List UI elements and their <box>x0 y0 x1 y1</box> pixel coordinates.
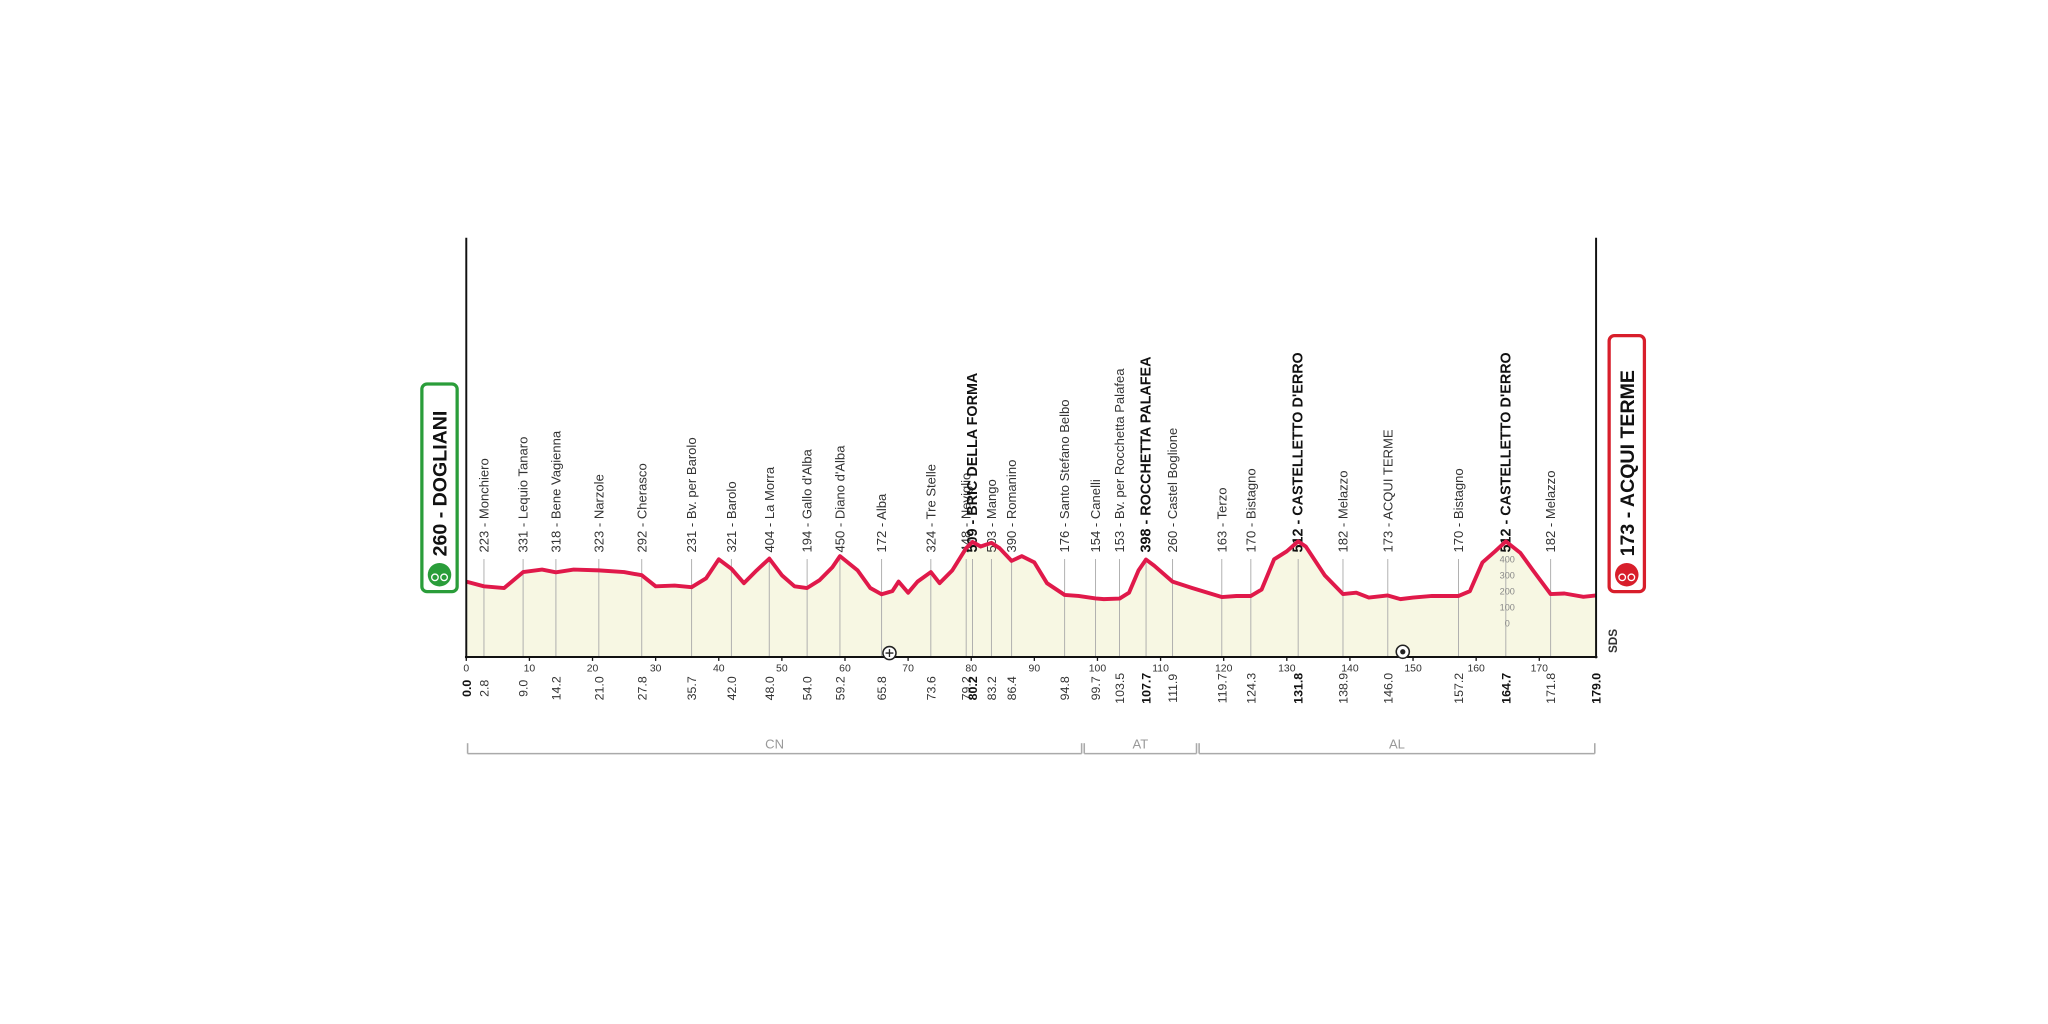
waypoint-km: 65.8 <box>875 676 889 700</box>
waypoint-km: 21.0 <box>592 676 606 700</box>
waypoint-km: 171.8 <box>1544 673 1558 704</box>
y-tick-label: 0 <box>1505 618 1510 628</box>
x-tick-label: 140 <box>1341 663 1359 674</box>
x-tick-label: 100 <box>1089 663 1107 674</box>
waypoint-km: 83.2 <box>985 676 999 700</box>
y-tick-label: 200 <box>1500 586 1515 596</box>
x-tick-label: 30 <box>650 663 662 674</box>
waypoint-km: 131.8 <box>1292 673 1306 704</box>
waypoint-label: 512 - CASTELLETTO D'ERRO <box>1291 352 1307 552</box>
x-tick-label: 110 <box>1152 663 1169 674</box>
waypoint-label: 398 - ROCCHETTA PALAFEA <box>1139 356 1155 552</box>
waypoint-label: 182 - Melazzo <box>1543 471 1558 553</box>
waypoint-km: 86.4 <box>1005 676 1019 700</box>
x-tick-label: 0 <box>463 663 469 674</box>
waypoint-label: 503 - Mango <box>984 479 999 552</box>
waypoint-label: 173 - ACQUI TERME <box>1380 429 1395 552</box>
waypoint-km: 94.8 <box>1058 676 1072 700</box>
waypoint-label: 223 - Monchiero <box>477 458 492 552</box>
waypoint-km: 99.7 <box>1089 676 1103 700</box>
finish-badge: 173 - ACQUI TERME <box>1607 334 1647 594</box>
waypoint-label: 176 - Santo Stefano Belbo <box>1057 399 1072 552</box>
waypoint-label: 194 - Gallo d'Alba <box>800 448 815 552</box>
waypoint-label: 182 - Melazzo <box>1336 471 1351 553</box>
x-tick-label: 60 <box>839 663 851 674</box>
x-tick-label: 70 <box>902 663 914 674</box>
waypoint-km: 79.2 <box>960 676 974 700</box>
endpoint-km: 179.0 <box>1590 673 1604 704</box>
waypoint-km: 35.7 <box>685 676 699 700</box>
region-label: AT <box>1133 736 1149 751</box>
profile-line <box>465 539 1597 602</box>
x-tick-label: 150 <box>1404 663 1422 674</box>
waypoint-label: 321 - Barolo <box>724 481 739 552</box>
sprint-icon <box>1395 644 1411 660</box>
waypoint-km: 111.9 <box>1166 674 1180 703</box>
endpoint-km: 0.0 <box>460 680 474 697</box>
waypoint-km: 42.0 <box>725 676 739 700</box>
profile-layer <box>466 541 1597 657</box>
waypoint-label: 231 - Bv. per Barolo <box>684 437 699 552</box>
waypoint-km: 157.2 <box>1452 673 1466 704</box>
waypoint-km: 138.9 <box>1337 673 1351 704</box>
waypoint-label: 404 - La Morra <box>762 466 777 552</box>
waypoint-label: 390 - Romanino <box>1004 460 1019 553</box>
waypoint-label: 170 - Bistagno <box>1243 468 1258 552</box>
waypoint-label: 154 - Canelli <box>1088 479 1103 552</box>
waypoint-label: 512 - CASTELLETTO D'ERRO <box>1498 352 1514 552</box>
x-tick-label: 160 <box>1467 663 1485 674</box>
waypoint-km: 119.7 <box>1215 673 1229 703</box>
waypoint-km: 124.3 <box>1244 673 1258 704</box>
start-badge: 260 - DOGLIANI <box>420 382 459 594</box>
waypoint-label: 450 - Diano d'Alba <box>833 445 848 553</box>
region-label: AL <box>1389 736 1405 751</box>
waypoint-km: 27.8 <box>635 676 649 700</box>
waypoint-km: 2.8 <box>478 680 492 697</box>
waypoint-km: 73.6 <box>924 676 938 700</box>
x-tick-label: 90 <box>1029 663 1041 674</box>
waypoint-label: 153 - Bv. per Rocchetta Palafea <box>1112 368 1127 553</box>
waypoint-label: 172 - Alba <box>874 493 889 552</box>
waypoint-label: 260 - Castel Boglione <box>1165 428 1180 553</box>
x-tick-label: 80 <box>965 663 977 674</box>
waypoint-label: 318 - Bene Vagienna <box>548 430 563 552</box>
waypoint-label: 292 - Cherasco <box>634 463 649 552</box>
profile-area <box>466 541 1597 657</box>
x-tick-label: 20 <box>587 663 599 674</box>
waypoint-km: 9.0 <box>517 680 531 697</box>
waypoint-label: 170 - Bistagno <box>1451 468 1466 552</box>
waypoint-km: 54.0 <box>801 676 815 700</box>
waypoint-label: 331 - Lequio Tanaro <box>516 437 531 553</box>
waypoint-km: 80.2 <box>966 676 980 700</box>
x-tick-label: 40 <box>713 663 725 674</box>
x-tick-label: 170 <box>1531 663 1549 674</box>
x-tick-label: 10 <box>524 663 536 674</box>
label-layer: 223 - Monchiero 2.8 331 - Lequio Tanaro 9.0… <box>460 352 1604 755</box>
finish-label: 173 - ACQUI TERME <box>1617 370 1639 556</box>
waypoint-label: 509 - BRIC DELLA FORMA <box>965 373 981 553</box>
y-tick-label: 400 <box>1500 555 1515 565</box>
waypoint-km: 146.0 <box>1381 673 1395 704</box>
waypoint-km: 164.7 <box>1499 673 1513 704</box>
waypoint-km: 48.0 <box>763 676 777 700</box>
x-tick-label: 50 <box>776 663 788 674</box>
waypoint-km: 59.2 <box>834 676 848 700</box>
region-label: CN <box>765 736 784 751</box>
waypoint-km: 107.7 <box>1140 673 1154 704</box>
waypoint-label: 163 - Terzo <box>1214 487 1229 552</box>
y-tick-label: 300 <box>1500 570 1515 580</box>
waypoint-label: 448 - Neviglio <box>959 473 974 553</box>
waypoint-label: 323 - Narzole <box>591 474 606 552</box>
x-tick-label: 130 <box>1278 663 1296 674</box>
feed-zone-icon <box>882 645 897 661</box>
y-tick-label: 100 <box>1500 602 1515 612</box>
waypoint-label: 324 - Tre Stelle <box>923 464 938 552</box>
x-tick-label: 120 <box>1215 663 1233 674</box>
start-label: 260 - DOGLIANI <box>430 411 452 557</box>
logo: SDS <box>1607 629 1620 653</box>
waypoint-km: 103.5 <box>1113 673 1127 704</box>
waypoint-km: 14.2 <box>549 676 563 700</box>
